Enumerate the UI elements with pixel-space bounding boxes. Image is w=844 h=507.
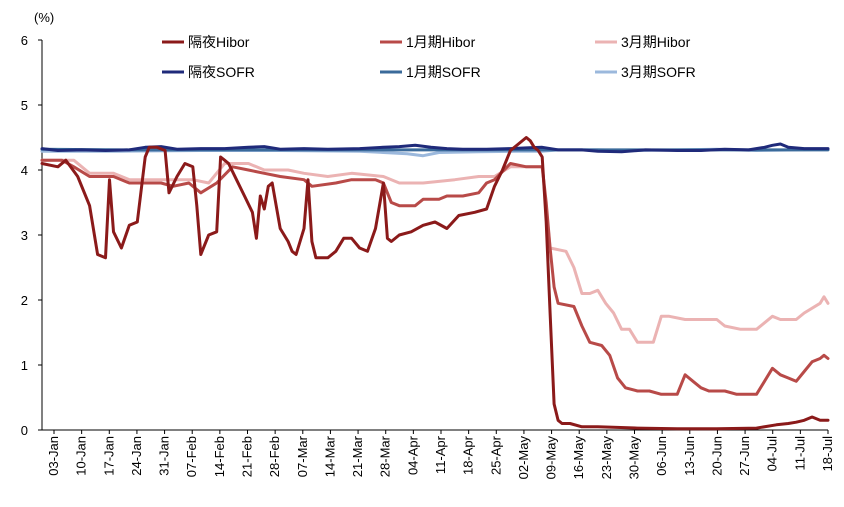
y-tick-label: 0: [21, 423, 28, 438]
x-tick-label: 31-Jan: [157, 436, 172, 476]
x-tick-label: 14-Mar: [322, 435, 337, 477]
y-tick-label: 1: [21, 358, 28, 373]
unit-label: (%): [34, 10, 54, 25]
x-tick-label: 21-Mar: [350, 435, 365, 477]
x-tick-label: 06-Jun: [654, 436, 669, 476]
x-tick-label: 02-May: [516, 436, 531, 480]
y-tick-label: 4: [21, 163, 28, 178]
series-line-hibor-1m: [40, 158, 830, 396]
y-tick-label: 3: [21, 228, 28, 243]
x-tick-label: 04-Apr: [405, 435, 420, 475]
series-lines: [40, 136, 830, 431]
series-line-hibor-3m: [40, 158, 830, 344]
legend-label: 3月期SOFR: [621, 64, 696, 80]
series-line-sofr-on: [40, 142, 830, 154]
y-tick-label: 6: [21, 33, 28, 48]
x-tick-label: 13-Jun: [682, 436, 697, 476]
x-tick-label: 11-Apr: [433, 435, 448, 474]
x-tick-label: 28-Mar: [378, 435, 393, 477]
x-tick-label: 07-Feb: [184, 436, 199, 477]
x-tick-label: 03-Jan: [46, 436, 61, 476]
x-tick-label: 11-Jul: [792, 436, 807, 471]
x-tick-label: 28-Feb: [267, 436, 282, 477]
legend-label: 1月期SOFR: [406, 64, 481, 80]
x-tick-label: 21-Feb: [240, 436, 255, 477]
x-tick-label: 16-May: [571, 436, 586, 480]
x-tick-label: 17-Jan: [101, 436, 116, 476]
x-tick-label: 18-Jul: [820, 436, 835, 472]
x-tick-label: 10-Jan: [74, 436, 89, 476]
x-tick-label: 09-May: [544, 436, 559, 480]
legend-label: 隔夜SOFR: [188, 64, 255, 80]
axes: 0 1 2 3 4 5 6 03-Jan 10-Jan 17-Jan 24-Jan 31-Jan 07-…: [21, 33, 835, 479]
legend-label: 1月期Hibor: [406, 34, 476, 50]
x-tick-label: 18-Apr: [461, 435, 476, 475]
legend: 隔夜Hibor 1月期Hibor 3月期Hibor 隔夜SOFR 1月期SOFR 3月期S…: [162, 34, 696, 80]
x-tick-label: 23-May: [599, 436, 614, 480]
legend-label: 隔夜Hibor: [188, 34, 250, 50]
x-tick-label: 04-Jul: [765, 436, 780, 472]
series-line-hibor-on: [40, 136, 830, 431]
x-tick-label: 20-Jun: [709, 436, 724, 476]
x-tick-label: 14-Feb: [212, 436, 227, 477]
x-tick-label: 30-May: [627, 436, 642, 480]
x-tick-label: 25-Apr: [488, 435, 503, 475]
y-tick-label: 2: [21, 293, 28, 308]
x-tick-label: 24-Jan: [129, 436, 144, 476]
x-tick-label: 27-Jun: [737, 436, 752, 476]
x-tick-label: 07-Mar: [295, 435, 310, 477]
y-tick-label: 5: [21, 98, 28, 113]
legend-label: 3月期Hibor: [621, 34, 691, 50]
